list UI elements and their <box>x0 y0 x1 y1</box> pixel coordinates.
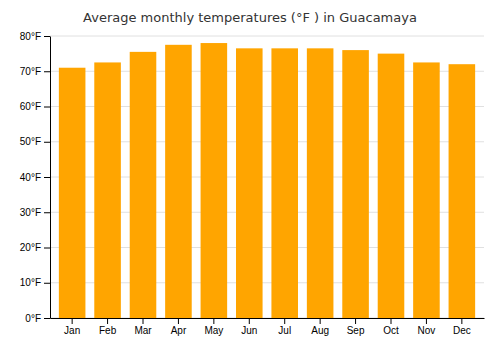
bar <box>271 48 298 318</box>
tick: 80°F <box>20 31 50 42</box>
tick-mark <box>44 36 50 37</box>
tick: 0°F <box>25 313 50 324</box>
tick-mark <box>44 177 50 178</box>
tick-mark <box>44 318 50 319</box>
tick-mark <box>461 318 462 324</box>
axis-line <box>50 37 51 319</box>
tick-mark <box>44 107 50 108</box>
tick-mark <box>107 318 108 324</box>
tick-label: Jul <box>278 325 291 336</box>
tick: Jun <box>241 318 257 336</box>
tick-label: Oct <box>383 325 399 336</box>
tick-label: 0°F <box>25 313 41 324</box>
tick-mark <box>249 318 250 324</box>
tick-label: 70°F <box>20 66 41 77</box>
tick-mark <box>391 318 392 324</box>
tick-label: Nov <box>418 325 436 336</box>
tick-mark <box>44 283 50 284</box>
bars <box>59 43 475 318</box>
tick: Jan <box>64 318 80 336</box>
tick: 30°F <box>20 207 50 218</box>
axis-line <box>51 318 485 319</box>
bar <box>413 62 440 318</box>
bar <box>449 64 476 318</box>
bar <box>94 62 121 318</box>
bar <box>130 52 157 318</box>
tick: Apr <box>171 318 187 336</box>
tick-label: 60°F <box>20 101 41 112</box>
tick: Jul <box>278 318 291 336</box>
tick: 60°F <box>20 101 50 112</box>
tick-mark <box>143 318 144 324</box>
tick-mark <box>284 318 285 324</box>
x-axis: Jan Feb Mar Apr May Jun Jul Aug Sep Oct Nov Dec <box>51 318 485 336</box>
tick: May <box>204 318 223 336</box>
tick-mark <box>44 248 50 249</box>
tick: Dec <box>453 318 471 336</box>
plot-area: 0°F 10°F 20°F 30°F 40°F 50°F 60°F 70°F 80°F Jan Fe… <box>20 31 485 336</box>
bar <box>165 45 192 318</box>
tick: Nov <box>418 318 436 336</box>
tick: Aug <box>311 318 329 336</box>
tick: 50°F <box>20 136 50 147</box>
bar <box>59 68 86 318</box>
tick-mark <box>44 212 50 213</box>
tick: 10°F <box>20 277 50 288</box>
tick-label: Mar <box>134 325 152 336</box>
y-axis: 0°F 10°F 20°F 30°F 40°F 50°F 60°F 70°F 80°F <box>20 31 51 324</box>
tick-label: Jan <box>64 325 80 336</box>
tick-label: Aug <box>311 325 329 336</box>
bar <box>342 50 369 318</box>
tick-label: Sep <box>347 325 365 336</box>
bar <box>236 48 263 318</box>
tick-mark <box>72 318 73 324</box>
bar <box>201 43 228 318</box>
tick-label: 40°F <box>20 172 41 183</box>
tick-label: May <box>204 325 223 336</box>
tick: Sep <box>347 318 365 336</box>
tick-label: Feb <box>99 325 117 336</box>
tick-mark <box>355 318 356 324</box>
tick-label: 10°F <box>20 277 41 288</box>
tick-mark <box>44 71 50 72</box>
tick-label: Apr <box>171 325 187 336</box>
grid <box>50 36 484 318</box>
tick: Mar <box>134 318 152 336</box>
tick-label: 20°F <box>20 242 41 253</box>
bar <box>378 54 405 318</box>
chart: 0°F 10°F 20°F 30°F 40°F 50°F 60°F 70°F 80°F Jan Fe… <box>0 0 500 350</box>
tick-label: 80°F <box>20 31 41 42</box>
title: Average monthly temperatures (°F ) in Gu… <box>83 10 417 25</box>
tick-mark <box>213 318 214 324</box>
tick-mark <box>178 318 179 324</box>
tick: 20°F <box>20 242 50 253</box>
tick-label: 50°F <box>20 136 41 147</box>
tick-label: 30°F <box>20 207 41 218</box>
tick-mark <box>320 318 321 324</box>
tick-label: Dec <box>453 325 471 336</box>
grid-line <box>50 36 484 37</box>
bar <box>307 48 334 318</box>
tick-mark <box>44 142 50 143</box>
tick-label: Jun <box>241 325 257 336</box>
tick: Oct <box>383 318 399 336</box>
tick: 70°F <box>20 66 50 77</box>
tick: Feb <box>99 318 117 336</box>
tick-mark <box>426 318 427 324</box>
tick: 40°F <box>20 172 50 183</box>
